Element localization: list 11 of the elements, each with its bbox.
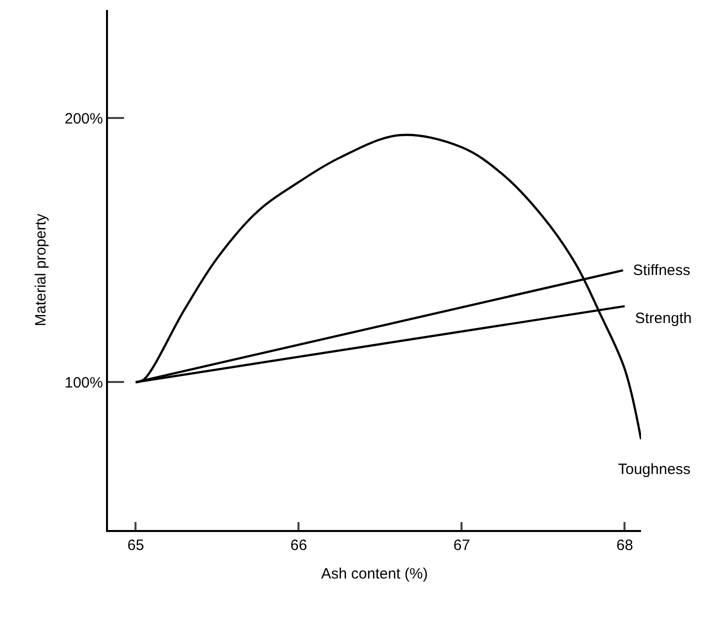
x-tick-label: 65 xyxy=(127,537,144,554)
x-tick-label: 66 xyxy=(290,537,308,554)
y-tick-label: 100% xyxy=(64,374,103,392)
x-axis-title: Ash content (%) xyxy=(321,566,428,582)
x-tick-label: 68 xyxy=(616,537,634,554)
y-tick-label: 200% xyxy=(64,110,103,128)
y-axis-title: Material property xyxy=(32,213,50,326)
series-label: Stiffness xyxy=(633,262,690,279)
text: Toughness xyxy=(618,461,691,478)
x-tick-label: 67 xyxy=(453,537,470,554)
series-label: Strength xyxy=(635,310,692,327)
